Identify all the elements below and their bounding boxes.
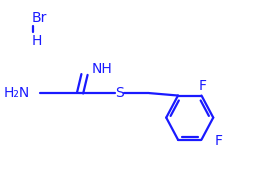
- Text: H₂N: H₂N: [4, 86, 30, 100]
- Text: H: H: [32, 34, 42, 48]
- Text: NH: NH: [92, 62, 113, 76]
- Text: S: S: [115, 86, 123, 100]
- Text: Br: Br: [32, 11, 47, 25]
- Text: F: F: [215, 134, 222, 148]
- Text: F: F: [199, 79, 207, 93]
